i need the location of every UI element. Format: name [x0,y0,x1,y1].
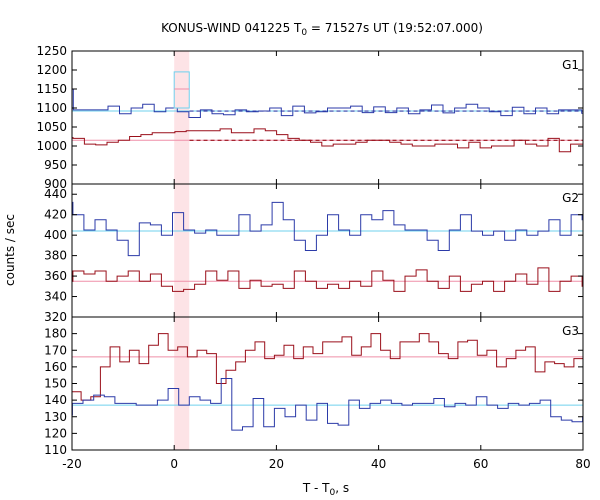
panel-frame [71,183,584,318]
y-tick-label: 1050 [36,120,67,134]
panel-g1: 900 950 1000 1050 1100 1150 1200 1250 G1 [36,44,584,191]
x-axis-label: T - T0, s [302,481,349,498]
y-tick-label: 120 [44,426,67,440]
y-tick-label: 170 [44,343,67,357]
y-tick-label: 440 [44,187,67,201]
series-red-histogram [71,333,584,401]
y-tick-label: 900 [44,177,67,191]
series-blue-histogram [72,201,583,257]
panel-g2: 320 340 360 380 400 420 440 G2 [44,183,584,324]
trigger-spike-blue [173,71,190,109]
y-tick-label: 180 [44,327,67,341]
x-tick-label: 20 [269,457,284,471]
x-tick-label: 60 [473,457,488,471]
y-tick-label: 1250 [36,44,67,58]
y-tick-label: 1200 [36,63,67,77]
x-tick-label: 80 [575,457,590,471]
y-tick-label: 130 [44,410,67,424]
panel-label: G1 [562,58,579,72]
panel-label: G3 [562,324,579,338]
y-tick-label: 160 [44,360,67,374]
y-tick-label: 360 [44,269,67,283]
y-tick-label: 950 [44,158,67,172]
y-tick-label: 1150 [36,82,67,96]
x-tick-label: 40 [371,457,386,471]
y-tick-label: 420 [44,208,67,222]
panel-g3: 110 120 130 140 150 160 170 180 G3 [44,316,584,457]
y-tick-label: 340 [44,290,67,304]
series-blue-histogram [72,88,583,118]
y-tick-label: 110 [44,443,67,457]
series-red-histogram [72,267,583,292]
y-tick-label: 380 [44,249,67,263]
panel-frame [71,316,584,451]
panel-frame [71,50,584,185]
y-axis-label: counts / sec [3,214,17,286]
y-tick-label: 320 [44,310,67,324]
series-red-histogram [72,128,583,153]
chart-title: KONUS-WIND 041225 T0 = 71527s UT (19:52:… [161,21,483,38]
panel-label: G2 [562,191,579,205]
series-blue-histogram [71,378,584,431]
y-tick-label: 150 [44,377,67,391]
y-tick-label: 1100 [36,101,67,115]
y-tick-label: 400 [44,228,67,242]
x-tick-label: 0 [170,457,178,471]
x-tick-label: -20 [62,457,82,471]
plot-area: 900950100010501100115012001250G132034036… [36,44,590,471]
y-tick-label: 140 [44,393,67,407]
y-tick-label: 1000 [36,139,67,153]
